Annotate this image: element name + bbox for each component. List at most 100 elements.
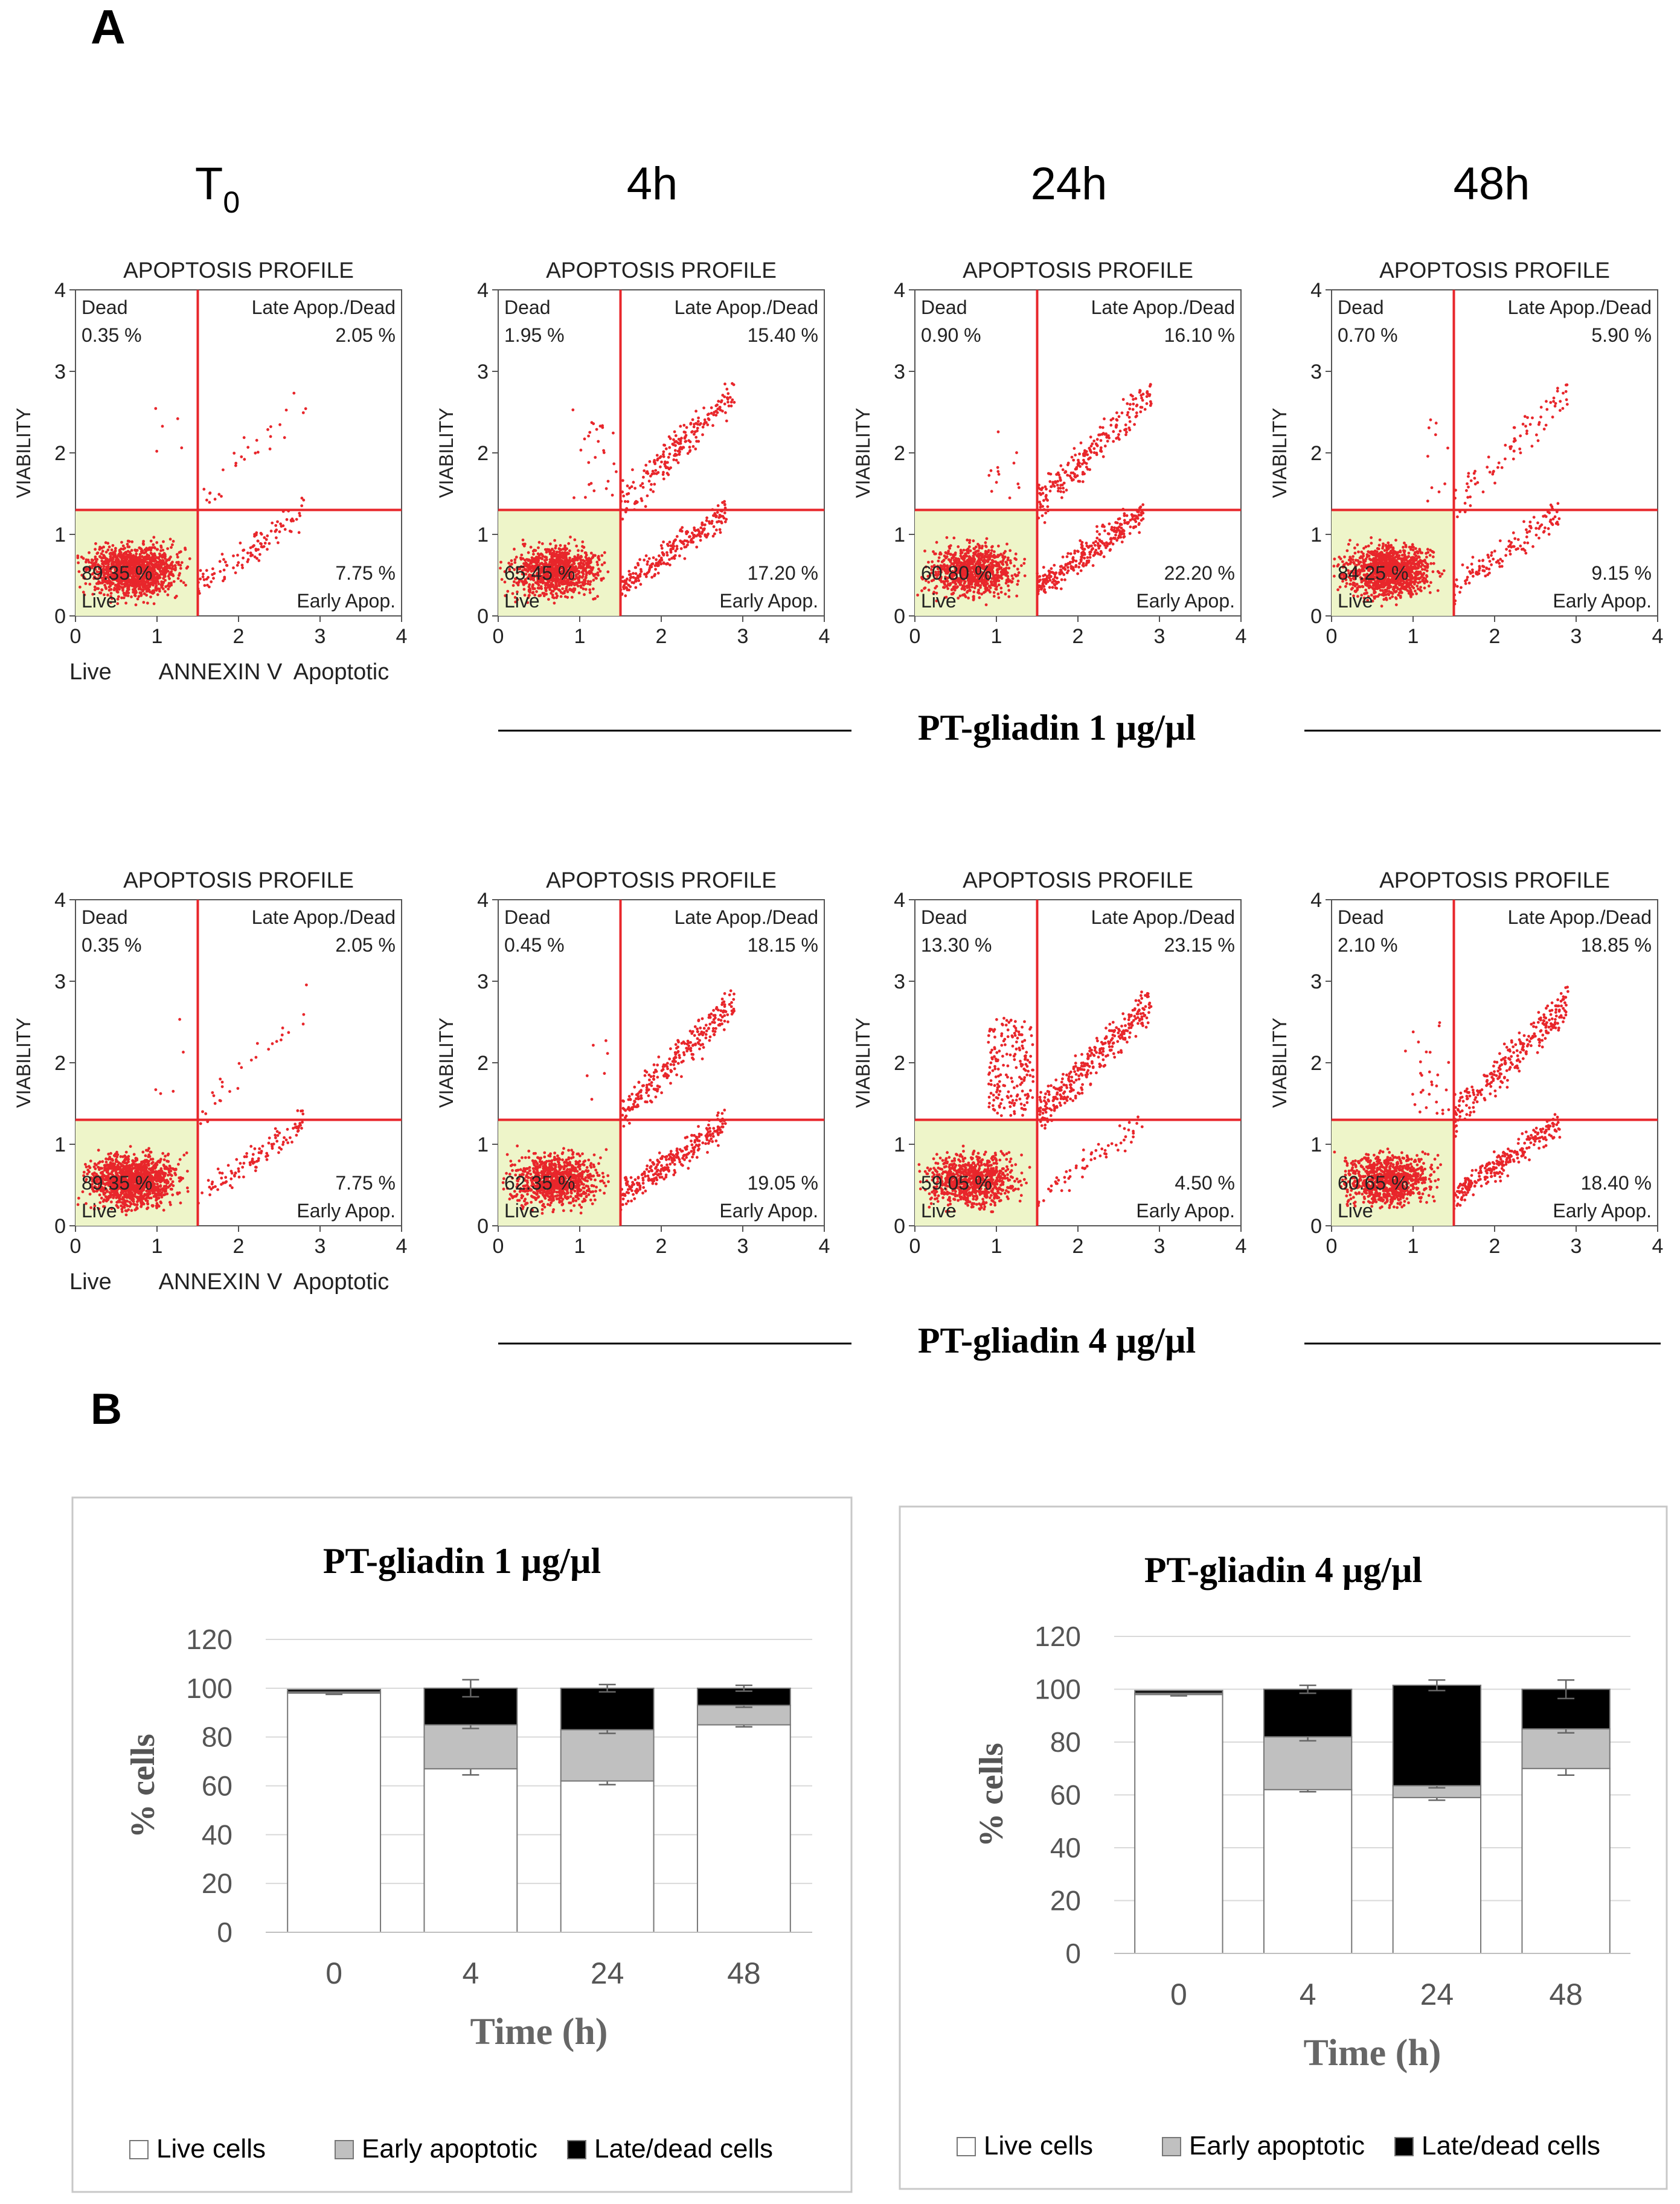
event-dot bbox=[141, 583, 145, 586]
event-dot bbox=[278, 530, 281, 533]
event-dot bbox=[271, 521, 274, 525]
event-dot bbox=[220, 495, 223, 498]
event-dot bbox=[978, 544, 981, 548]
flow-title: APOPTOSIS PROFILE bbox=[963, 258, 1193, 283]
q-early-label: Early Apop. bbox=[719, 590, 818, 612]
event-dot bbox=[103, 593, 106, 597]
event-dot bbox=[156, 575, 159, 578]
event-dot bbox=[703, 421, 707, 424]
event-dot bbox=[996, 555, 999, 559]
event-dot bbox=[202, 572, 205, 575]
event-dot bbox=[993, 556, 996, 559]
event-dot bbox=[1141, 517, 1145, 521]
event-dot bbox=[255, 438, 258, 442]
event-dot bbox=[1007, 566, 1011, 570]
event-dot bbox=[1050, 567, 1053, 570]
event-dot bbox=[240, 455, 243, 458]
event-dot bbox=[1378, 538, 1382, 542]
event-dot bbox=[170, 573, 173, 577]
event-dot bbox=[649, 475, 652, 478]
event-dot bbox=[1085, 462, 1088, 465]
event-dot bbox=[1102, 555, 1106, 559]
event-dot bbox=[212, 577, 215, 580]
event-dot bbox=[1135, 411, 1138, 415]
event-dot bbox=[678, 442, 681, 446]
event-dot bbox=[658, 554, 661, 557]
event-dot bbox=[577, 557, 580, 560]
event-dot bbox=[592, 578, 595, 582]
event-dot bbox=[584, 569, 588, 573]
event-dot bbox=[98, 567, 101, 571]
event-dot bbox=[224, 560, 227, 564]
event-dot bbox=[146, 601, 149, 605]
event-dot bbox=[155, 541, 159, 544]
event-dot bbox=[177, 560, 180, 564]
event-dot bbox=[579, 586, 583, 589]
event-dot bbox=[1099, 446, 1103, 449]
event-dot bbox=[213, 498, 217, 501]
event-dot bbox=[94, 555, 97, 559]
event-dot bbox=[1128, 420, 1132, 423]
event-dot bbox=[699, 526, 703, 530]
event-dot bbox=[687, 439, 691, 443]
event-dot bbox=[133, 594, 137, 598]
event-dot bbox=[289, 530, 293, 533]
event-dot bbox=[1061, 468, 1065, 472]
event-dot bbox=[563, 595, 567, 598]
event-dot bbox=[1017, 571, 1021, 574]
event-dot bbox=[650, 575, 653, 579]
event-dot bbox=[298, 514, 302, 517]
event-dot bbox=[650, 482, 653, 486]
event-dot bbox=[726, 400, 729, 404]
event-dot bbox=[1060, 578, 1063, 581]
x-tick-label: 1 bbox=[991, 625, 1002, 648]
y-tick-label: 4 bbox=[477, 279, 489, 302]
event-dot bbox=[1079, 539, 1082, 542]
event-dot bbox=[1065, 489, 1068, 492]
event-dot bbox=[1101, 542, 1105, 545]
event-dot bbox=[569, 536, 572, 539]
event-dot bbox=[126, 539, 130, 543]
event-dot bbox=[699, 535, 702, 538]
event-dot bbox=[1117, 517, 1120, 521]
q-late-value: 2.05 % bbox=[335, 324, 396, 346]
event-dot bbox=[652, 556, 655, 559]
event-dot bbox=[1425, 574, 1428, 577]
event-dot bbox=[91, 592, 95, 596]
event-dot bbox=[179, 550, 182, 554]
event-dot bbox=[1106, 440, 1109, 443]
event-dot bbox=[561, 587, 564, 591]
event-dot bbox=[704, 533, 707, 536]
event-dot bbox=[232, 452, 236, 455]
event-dot bbox=[589, 482, 593, 485]
event-dot bbox=[957, 557, 960, 560]
event-dot bbox=[601, 426, 604, 429]
event-dot bbox=[1082, 565, 1085, 568]
event-dot bbox=[100, 552, 103, 556]
event-dot bbox=[126, 545, 130, 548]
event-dot bbox=[220, 553, 224, 556]
event-dot bbox=[993, 577, 997, 580]
event-dot bbox=[155, 556, 159, 559]
event-dot bbox=[1094, 548, 1098, 552]
event-dot bbox=[1367, 544, 1370, 548]
event-dot bbox=[151, 571, 155, 575]
event-dot bbox=[677, 438, 681, 441]
event-dot bbox=[120, 596, 124, 600]
event-dot bbox=[266, 428, 269, 431]
event-dot bbox=[547, 598, 550, 601]
event-dot bbox=[1004, 592, 1007, 596]
event-dot bbox=[1073, 549, 1077, 553]
event-dot bbox=[129, 555, 132, 558]
event-dot bbox=[239, 541, 242, 545]
event-dot bbox=[106, 594, 109, 597]
event-dot bbox=[623, 584, 626, 587]
event-dot bbox=[655, 562, 658, 565]
event-dot bbox=[1092, 541, 1095, 545]
event-dot bbox=[933, 552, 937, 556]
event-dot bbox=[628, 578, 632, 582]
event-dot bbox=[978, 596, 981, 600]
event-dot bbox=[1010, 580, 1013, 584]
event-dot bbox=[132, 589, 136, 593]
event-dot bbox=[114, 568, 117, 572]
